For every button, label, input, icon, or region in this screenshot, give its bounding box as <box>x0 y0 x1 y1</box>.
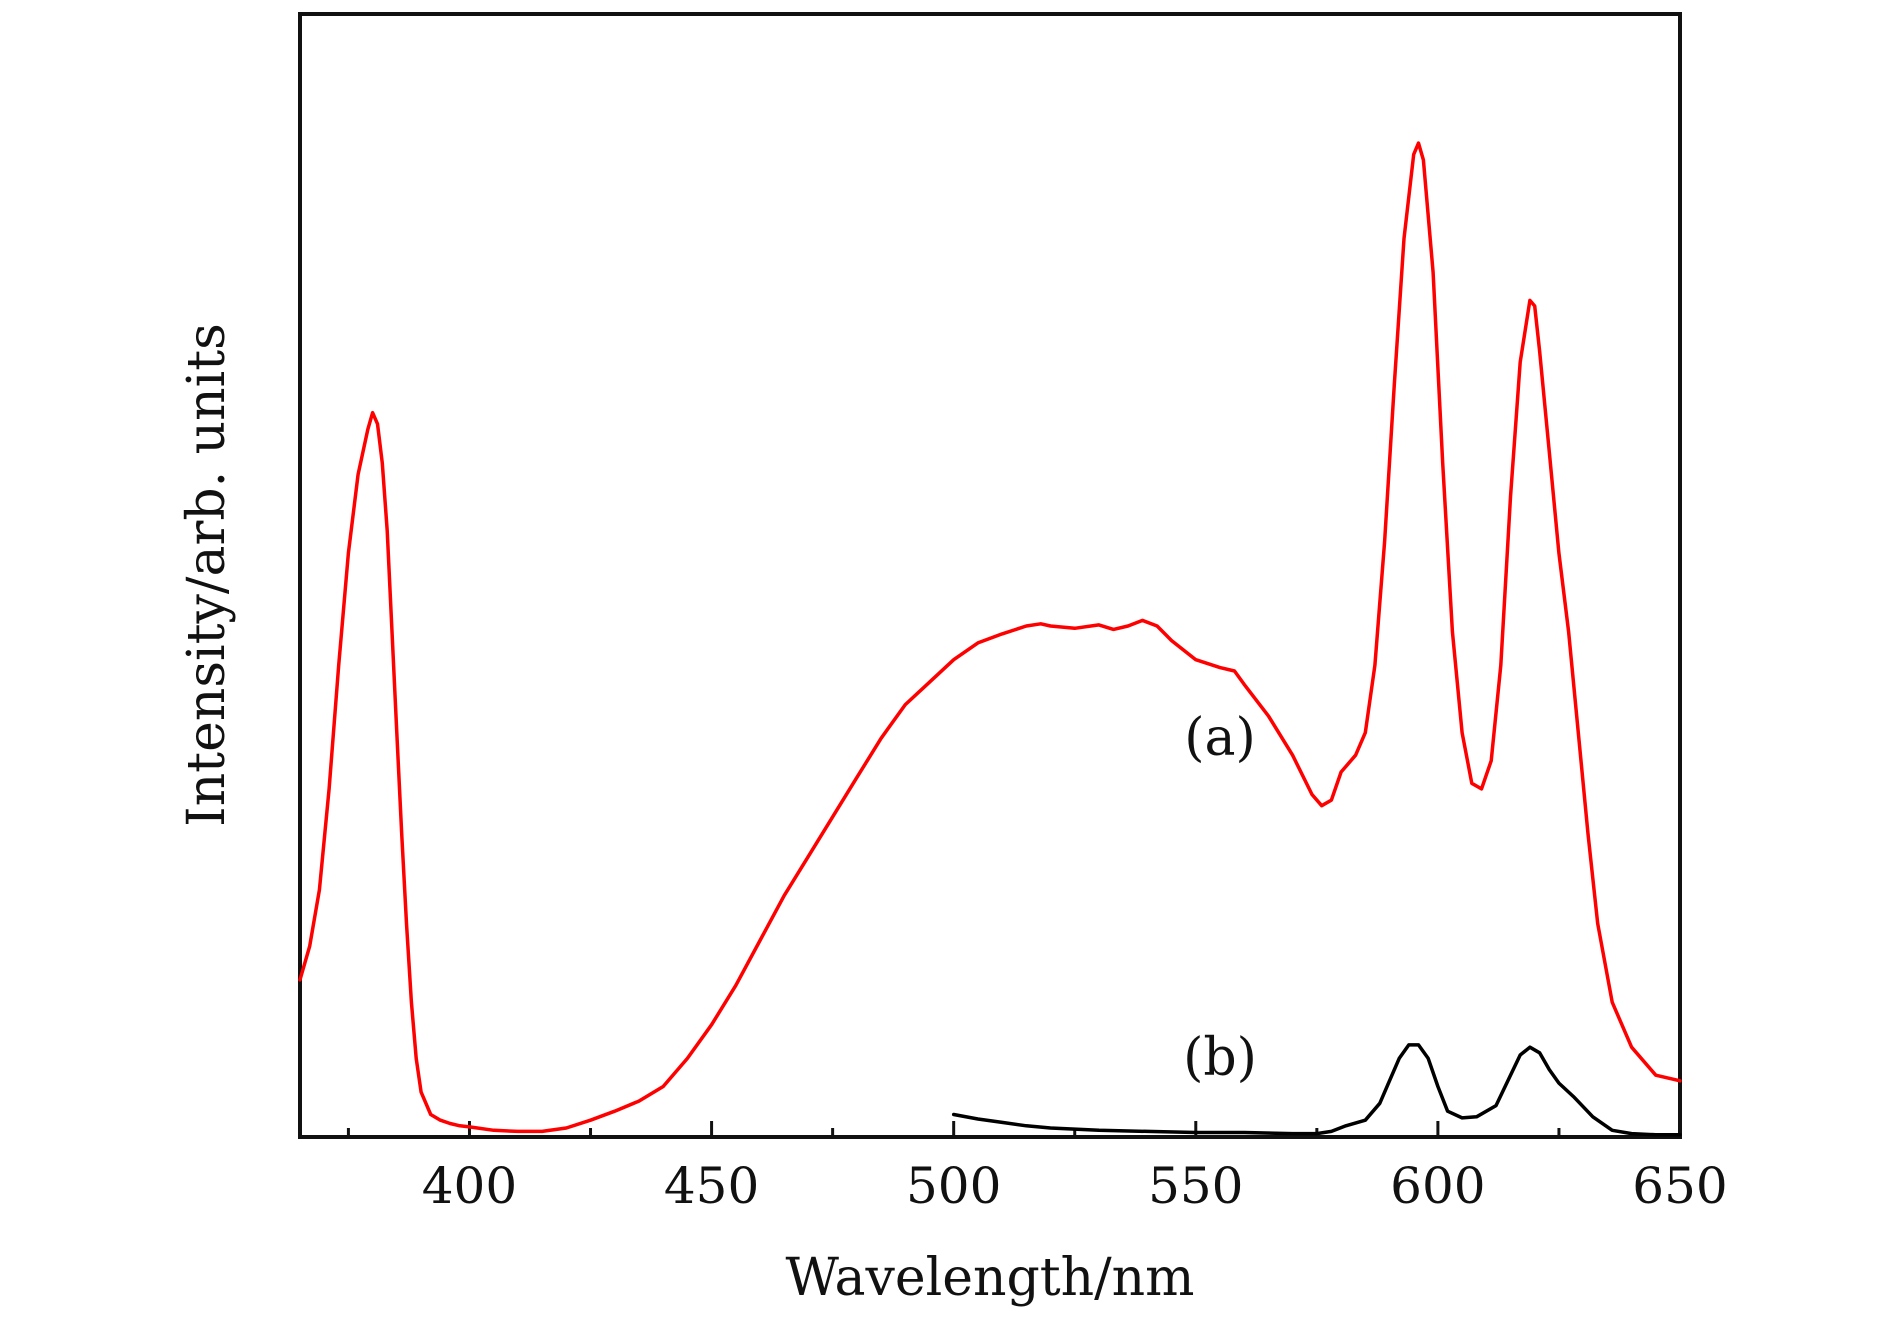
x-tick-label: 400 <box>422 1157 517 1215</box>
series-layer <box>298 141 1682 1137</box>
x-tick-label: 500 <box>906 1157 1001 1215</box>
x-tick-label: 650 <box>1632 1157 1727 1215</box>
series-line-a <box>298 141 1682 1134</box>
x-tick-label: 450 <box>664 1157 759 1215</box>
plot-frame <box>298 12 1682 1139</box>
x-axis-label: Wavelength/nm <box>786 1248 1195 1308</box>
curve-label-b: (b) <box>1183 1028 1257 1088</box>
y-axis-label: Intensity/arb. units <box>177 323 237 827</box>
series-line-b <box>951 1043 1682 1137</box>
x-axis-tick-labels: 400 450 500 550 600 650 <box>422 1157 1728 1215</box>
x-tick-label: 600 <box>1390 1157 1485 1215</box>
x-tick-label: 550 <box>1148 1157 1243 1215</box>
curve-label-a: (a) <box>1184 708 1256 768</box>
curve-labels: (a) (b) <box>1183 708 1257 1088</box>
